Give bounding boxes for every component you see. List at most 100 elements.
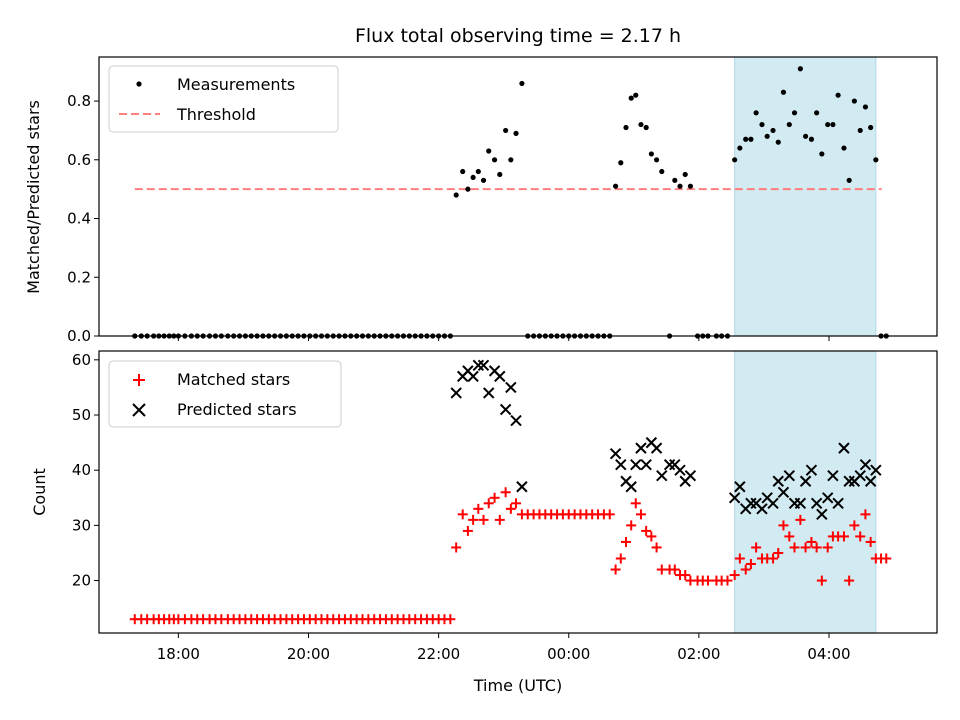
- bottom-axes-frame: [98, 350, 938, 634]
- measurement-point: [737, 145, 743, 151]
- top-legend: Measurements Threshold: [108, 65, 339, 133]
- predicted-star-point: [674, 464, 686, 476]
- x-tick-label: 02:00: [677, 645, 720, 663]
- matched-star-point: [734, 553, 745, 564]
- measurement-point: [497, 171, 503, 178]
- matched-star-point: [784, 531, 795, 542]
- measurement-point: [612, 183, 619, 189]
- predicted-star-point: [870, 464, 882, 476]
- measurement-point: [846, 177, 852, 183]
- matched-star-point: [838, 531, 849, 542]
- matched-star-point: [651, 542, 662, 553]
- matched-star-point: [483, 498, 494, 509]
- measurement-point: [475, 168, 481, 175]
- matched-star-point: [457, 509, 468, 520]
- bottom-shaded-span: [734, 350, 877, 634]
- measurement-point: [618, 160, 624, 166]
- measurement-point: [748, 136, 754, 142]
- legend-predicted-marker: [132, 403, 146, 417]
- bottom-panel: 20 30 40 50 60 18:00 20:00 22:00 00:00 02:00 04:0…: [30, 350, 938, 695]
- predicted-star-point: [783, 470, 796, 482]
- matched-star-point: [489, 492, 500, 503]
- x-axis-label: Time (UTC): [473, 676, 562, 695]
- predicted-star-point: [640, 458, 652, 471]
- predicted-star-point: [510, 414, 522, 427]
- predicted-star-point: [805, 464, 818, 476]
- predicted-star-point: [450, 387, 462, 399]
- measurement-point: [633, 92, 639, 98]
- predicted-star-point: [472, 359, 485, 372]
- matched-star-point: [800, 542, 811, 553]
- predicted-star-point: [728, 492, 741, 504]
- x-tick-label: 20:00: [287, 645, 330, 663]
- predicted-star-point: [625, 481, 637, 493]
- bottom-y-tick-label: 40: [72, 461, 91, 479]
- measurement-point: [873, 157, 879, 163]
- top-y-ticks: 0.0 0.2 0.4 0.6 0.8: [67, 92, 99, 345]
- measurement-point: [508, 157, 514, 163]
- predicted-star-point: [630, 458, 642, 471]
- measurement-point: [825, 121, 831, 128]
- matched-star-point: [445, 614, 456, 625]
- legend-measurements-label: Measurements: [177, 75, 295, 94]
- measurement-point: [830, 121, 836, 128]
- predicted-star-point: [859, 458, 872, 471]
- legend-matched-label: Matched stars: [177, 370, 290, 389]
- matched-star-point: [745, 559, 756, 570]
- predicted-star-point: [745, 497, 757, 510]
- matched-star-point: [855, 531, 866, 542]
- bottom-y-tick-label: 30: [72, 516, 91, 534]
- matched-star-point: [478, 514, 489, 525]
- chart-title: Flux total observing time = 2.17 h: [355, 25, 681, 47]
- top-y-tick-label: 0.6: [67, 151, 91, 169]
- predicted-star-point: [821, 492, 834, 504]
- matched-star-point: [500, 487, 511, 498]
- measurement-point: [628, 95, 634, 101]
- matched-star-point: [494, 514, 505, 525]
- matched-star-point: [881, 553, 892, 564]
- matched-star-point: [505, 503, 516, 514]
- matched-star-point: [641, 525, 652, 536]
- legend-measurements-marker: [136, 81, 142, 87]
- predicted-star-point: [734, 481, 746, 493]
- predicted-star-point: [827, 470, 839, 482]
- predicted-star-point: [816, 508, 828, 521]
- measurement-point: [659, 168, 665, 175]
- measurement-point: [841, 145, 847, 151]
- predicted-star-point: [864, 475, 877, 487]
- measurement-point: [868, 124, 874, 131]
- measurement-point: [862, 104, 869, 110]
- measurement-point: [460, 168, 466, 175]
- matched-star-point: [604, 509, 615, 520]
- predicted-star-point: [477, 359, 490, 372]
- x-tick-label: 00:00: [547, 645, 590, 663]
- measurement-point: [857, 127, 863, 134]
- top-y-tick-label: 0.4: [67, 210, 91, 228]
- matched-star-point: [511, 498, 522, 509]
- predicted-star-point: [615, 458, 627, 471]
- predicted-star-point: [756, 503, 768, 515]
- predicted-star-point: [832, 497, 844, 510]
- measurement-point: [519, 80, 525, 87]
- measurement-point: [470, 174, 476, 181]
- measurement-point: [753, 110, 759, 116]
- measurement-point: [638, 121, 644, 128]
- measurement-point: [814, 110, 820, 116]
- matched-star-point: [795, 514, 806, 525]
- measurement-point: [786, 121, 792, 128]
- matched-star-point: [751, 542, 762, 553]
- predicted-star-point: [650, 442, 663, 454]
- matched-star-point: [630, 498, 641, 509]
- predicted-star-point: [499, 403, 512, 416]
- measurement-point: [672, 177, 678, 183]
- bottom-legend: Matched stars Predicted stars: [108, 360, 342, 428]
- matched-stars-points: [129, 487, 892, 625]
- measurement-point: [759, 121, 765, 128]
- predicted-stars-points: [450, 359, 882, 521]
- measurement-point: [513, 130, 519, 136]
- matched-star-point: [615, 553, 626, 564]
- matched-star-point: [806, 536, 817, 547]
- predicted-star-point: [810, 497, 823, 510]
- x-tick-label: 18:00: [157, 645, 200, 663]
